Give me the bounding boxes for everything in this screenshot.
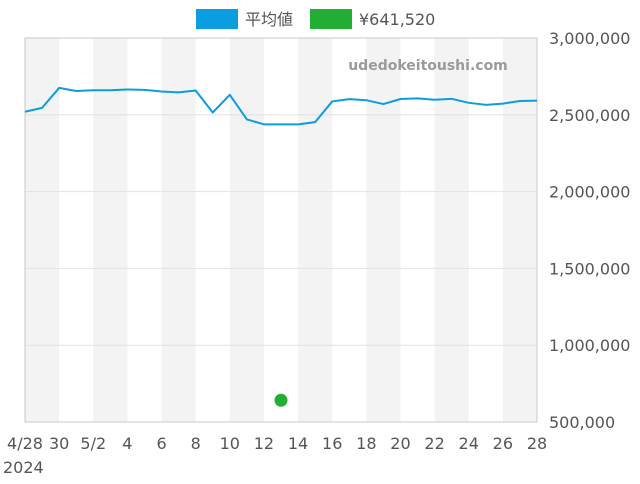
background-band: [502, 38, 537, 422]
background-band: [298, 38, 333, 422]
x-axis: 4/28 30 5/2 4 6 8 10 12 14 16 18 20 22 24 26 28: [7, 434, 547, 453]
legend-label-price: ¥641,520: [359, 10, 435, 29]
watermark: udedokeitoushi.com: [348, 58, 508, 74]
x-tick-label: 12: [254, 434, 274, 453]
background-band: [25, 38, 60, 422]
x-tick-label: 6: [156, 434, 166, 453]
legend: 平均値 ¥641,520: [196, 9, 435, 29]
x-tick-label: 8: [191, 434, 201, 453]
legend-swatch-average: [196, 9, 238, 29]
x-tick-label: 14: [288, 434, 308, 453]
x-tick-label: 30: [49, 434, 69, 453]
plot-frame: [24, 37, 538, 423]
series-layer: [24, 86, 538, 407]
legend-item-average: 平均値: [196, 9, 293, 29]
background-band: [434, 38, 469, 422]
x-tick-label: 22: [424, 434, 444, 453]
background-band: [93, 38, 128, 422]
x-tick-label: 28: [527, 434, 547, 453]
background-band: [366, 38, 401, 422]
x-tick-label: 5/2: [80, 434, 106, 453]
y-tick-label: 2,500,000: [549, 106, 630, 125]
x-tick-label: 4: [122, 434, 132, 453]
x-tick-label: 18: [356, 434, 376, 453]
x-tick-label: 20: [390, 434, 410, 453]
price-point: [274, 393, 288, 407]
y-tick-label: 2,000,000: [549, 183, 630, 202]
horizontal-gridlines: [25, 114, 537, 346]
x-tick-label: 10: [220, 434, 240, 453]
x-tick-label: 24: [459, 434, 479, 453]
alternating-bands: [25, 38, 537, 422]
legend-swatch-price: [310, 9, 352, 29]
x-tick-label: 26: [493, 434, 513, 453]
legend-label-average: 平均値: [245, 10, 293, 29]
y-tick-label: 1,000,000: [549, 336, 630, 355]
series-line-average: [24, 86, 538, 126]
x-tick-label: 16: [322, 434, 342, 453]
y-axis: 3,000,000 2,500,000 2,000,000 1,500,000 1,00…: [549, 29, 630, 432]
background-band: [229, 38, 264, 422]
x-axis-year-label: 2024: [3, 458, 44, 477]
legend-item-price: ¥641,520: [310, 9, 435, 29]
x-tick-label: 4/28: [7, 434, 43, 453]
y-tick-label: 500,000: [549, 413, 615, 432]
y-tick-label: 3,000,000: [549, 29, 630, 48]
background-band: [161, 38, 196, 422]
y-tick-label: 1,500,000: [549, 259, 630, 278]
